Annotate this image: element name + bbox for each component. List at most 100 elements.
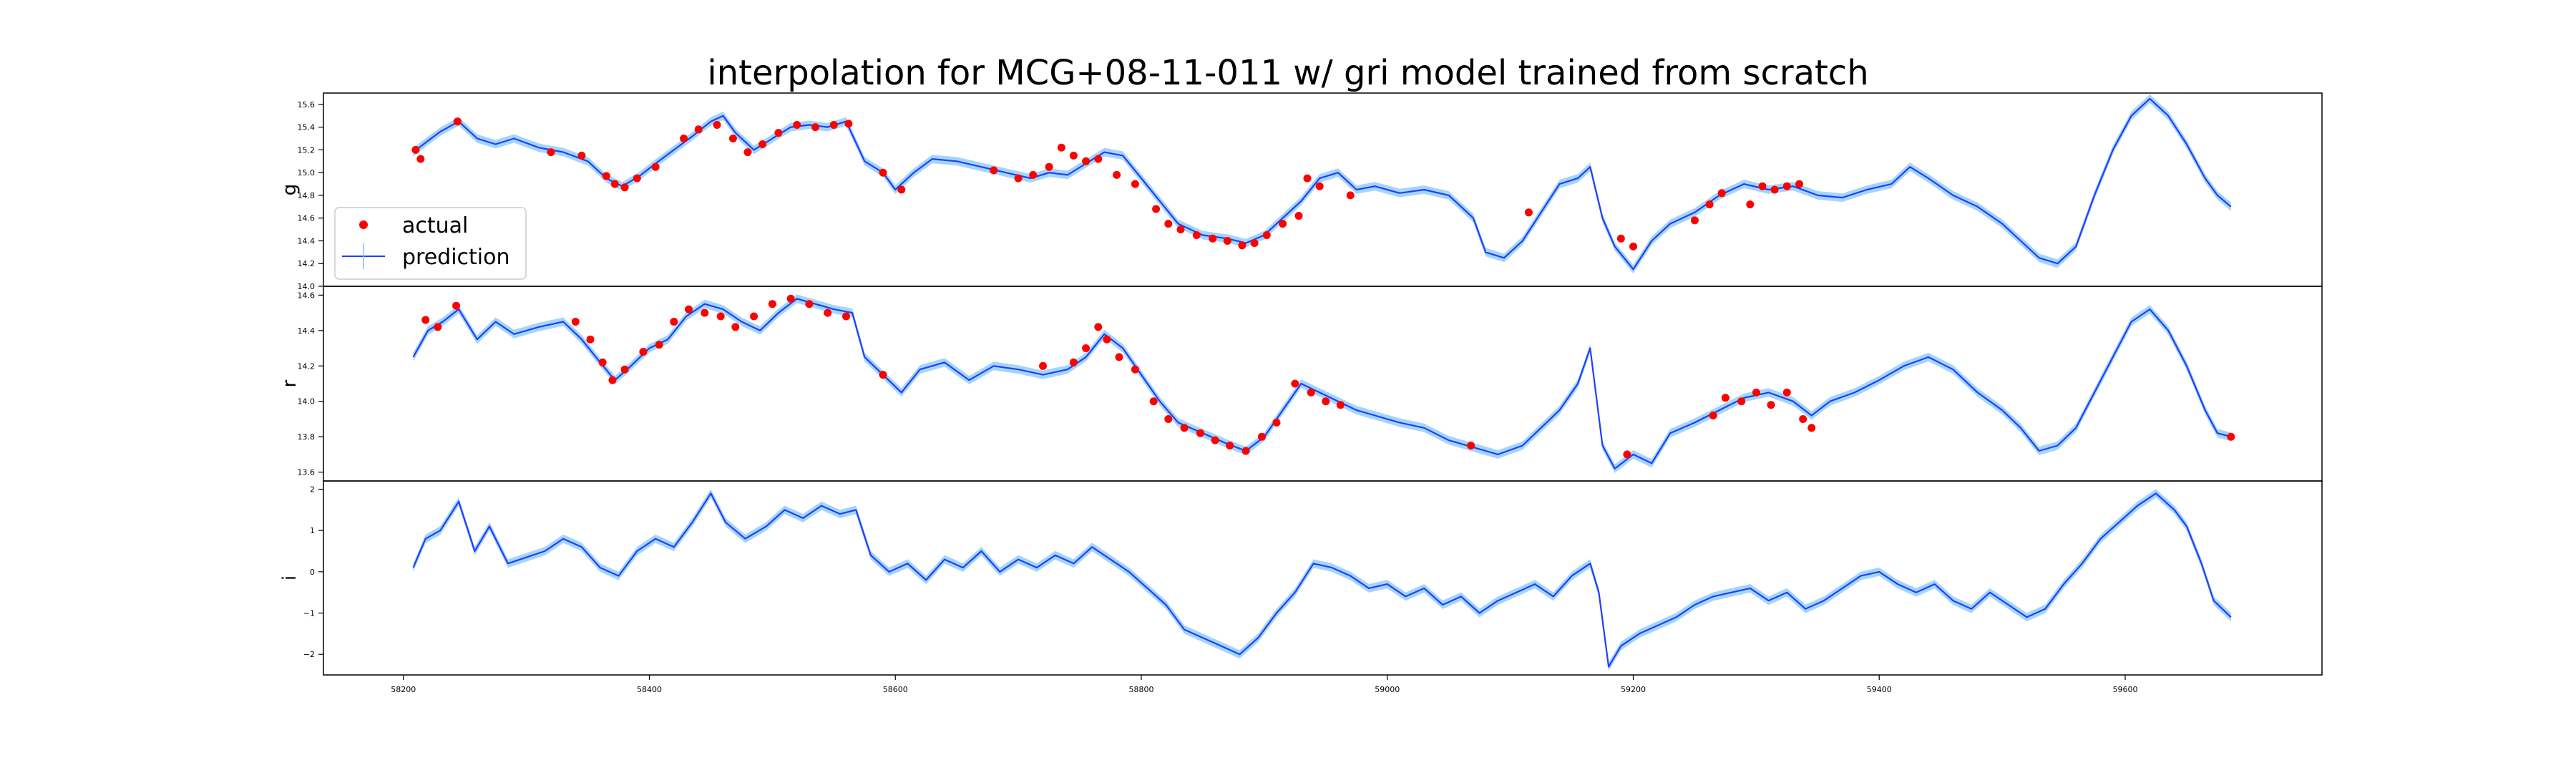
actual-point-g-55 — [1770, 185, 1779, 194]
y-tick-label-r-4: 14.4 — [298, 326, 316, 336]
actual-point-g-53 — [1746, 200, 1755, 209]
actual-point-r-9 — [655, 341, 663, 349]
actual-point-g-40 — [1250, 239, 1259, 248]
y-tick-label-i-1: −1 — [303, 609, 315, 618]
x-axis: 58200 58400 58600 58800 59000 59200 59400 59600 — [391, 675, 2137, 694]
legend-prediction-marker — [342, 243, 385, 269]
actual-point-g-52 — [1717, 189, 1726, 198]
actual-point-g-31 — [1113, 170, 1121, 179]
y-tick-label-g-8: 15.6 — [298, 100, 316, 110]
y-tick-label-i-3: 1 — [310, 526, 315, 535]
actual-point-r-13 — [716, 312, 725, 321]
x-tick-label-7: 59600 — [2112, 685, 2137, 694]
actual-point-g-9 — [651, 162, 660, 171]
actual-point-r-15 — [750, 312, 758, 321]
x-tick-label-1: 58400 — [637, 685, 662, 694]
actual-point-g-12 — [713, 121, 721, 129]
prediction-line-g — [412, 97, 2232, 271]
actual-point-r-43 — [1623, 450, 1631, 459]
x-tick-label-4: 59000 — [1375, 685, 1400, 694]
y-tick-label-i-2: 0 — [310, 568, 315, 577]
actual-point-g-5 — [602, 172, 610, 180]
actual-point-r-3 — [571, 318, 580, 326]
y-axis-label-i: i — [279, 575, 301, 580]
actual-point-r-41 — [1336, 401, 1345, 409]
actual-point-r-24 — [1082, 344, 1091, 352]
actual-point-r-21 — [879, 371, 887, 379]
y-axis-label-g: g — [279, 184, 301, 196]
actual-point-g-21 — [879, 168, 887, 177]
actual-point-r-47 — [1752, 388, 1760, 397]
y-tick-label-g-7: 15.4 — [298, 123, 316, 132]
x-tick-label-6: 59400 — [1867, 685, 1892, 694]
y-tick-label-g-3: 14.6 — [298, 214, 316, 223]
y-tick-label-r-3: 14.2 — [298, 361, 316, 371]
x-tick-label-3: 58800 — [1128, 685, 1153, 694]
actual-point-r-11 — [685, 305, 693, 313]
actual-point-g-36 — [1192, 231, 1201, 239]
actual-point-r-5 — [598, 358, 607, 366]
actual-point-g-7 — [620, 183, 629, 192]
actual-point-g-57 — [1795, 180, 1803, 188]
actual-point-r-26 — [1103, 335, 1111, 344]
actual-point-g-54 — [1758, 182, 1767, 190]
actual-point-g-17 — [793, 121, 801, 129]
actual-point-g-0 — [411, 145, 420, 154]
actual-point-r-40 — [1322, 397, 1330, 406]
actual-point-g-15 — [758, 140, 767, 148]
panels-group: 14.0 14.2 14.4 14.6 14.8 15.0 15.2 15.4 15.6 g 13.… — [279, 92, 2323, 694]
actual-point-g-56 — [1782, 182, 1791, 190]
actual-point-r-44 — [1709, 412, 1717, 419]
y-axis-label-r: r — [279, 379, 301, 387]
y-tick-label-r-2: 14.0 — [298, 397, 316, 407]
actual-point-g-24 — [1014, 174, 1023, 183]
actual-point-g-41 — [1262, 231, 1271, 239]
actual-point-r-20 — [842, 312, 850, 321]
actual-point-g-8 — [633, 174, 641, 183]
y-tick-label-r-1: 13.8 — [298, 432, 316, 442]
actual-point-g-6 — [610, 180, 619, 188]
axes-frame-i — [323, 480, 2323, 676]
actual-point-r-12 — [701, 308, 709, 317]
actual-point-g-23 — [990, 166, 998, 175]
actual-point-r-30 — [1164, 415, 1173, 423]
y-tick-label-g-1: 14.2 — [298, 259, 316, 268]
actual-point-r-51 — [1807, 424, 1816, 432]
actual-point-r-14 — [731, 323, 740, 331]
y-tick-label-g-0: 14.0 — [298, 282, 316, 291]
actual-point-g-25 — [1029, 170, 1038, 179]
uncertainty-band-i — [413, 489, 2231, 671]
actual-point-r-48 — [1767, 401, 1775, 409]
actual-point-g-3 — [547, 148, 555, 157]
legend-prediction-label: prediction — [402, 245, 510, 270]
actual-point-g-30 — [1094, 155, 1103, 163]
y-tick-label-r-5: 14.6 — [298, 291, 316, 300]
x-tick-label-2: 58600 — [883, 685, 908, 694]
actual-point-r-34 — [1226, 442, 1234, 449]
actual-point-r-45 — [1721, 394, 1729, 402]
actual-point-g-42 — [1279, 220, 1287, 228]
axes-frame-r — [323, 286, 2323, 482]
actual-point-g-16 — [774, 129, 783, 137]
y-tick-label-i-4: 2 — [310, 485, 315, 495]
actual-point-g-1 — [416, 155, 425, 163]
actual-point-r-36 — [1257, 432, 1266, 441]
actual-point-r-38 — [1291, 379, 1299, 388]
actual-point-g-39 — [1238, 241, 1246, 250]
legend-frame — [334, 207, 527, 280]
panel-r: 13.6 13.8 14.0 14.2 14.4 14.6 r — [279, 286, 2323, 482]
actual-point-r-42 — [1467, 442, 1475, 449]
actual-point-g-18 — [811, 123, 819, 132]
actual-point-r-22 — [1039, 361, 1047, 370]
actual-point-r-37 — [1272, 418, 1281, 427]
actual-point-r-23 — [1069, 358, 1078, 366]
x-tick-label-5: 59200 — [1621, 685, 1646, 694]
prediction-line-r — [412, 298, 2232, 470]
actual-point-g-51 — [1705, 200, 1714, 209]
actual-point-g-49 — [1629, 242, 1637, 251]
actual-point-g-32 — [1131, 180, 1139, 188]
chart-title: interpolation for MCG+08-11-011 w/ gri m… — [707, 53, 1868, 93]
actual-point-r-49 — [1782, 388, 1791, 397]
y-tick-label-r-0: 13.6 — [298, 468, 316, 477]
